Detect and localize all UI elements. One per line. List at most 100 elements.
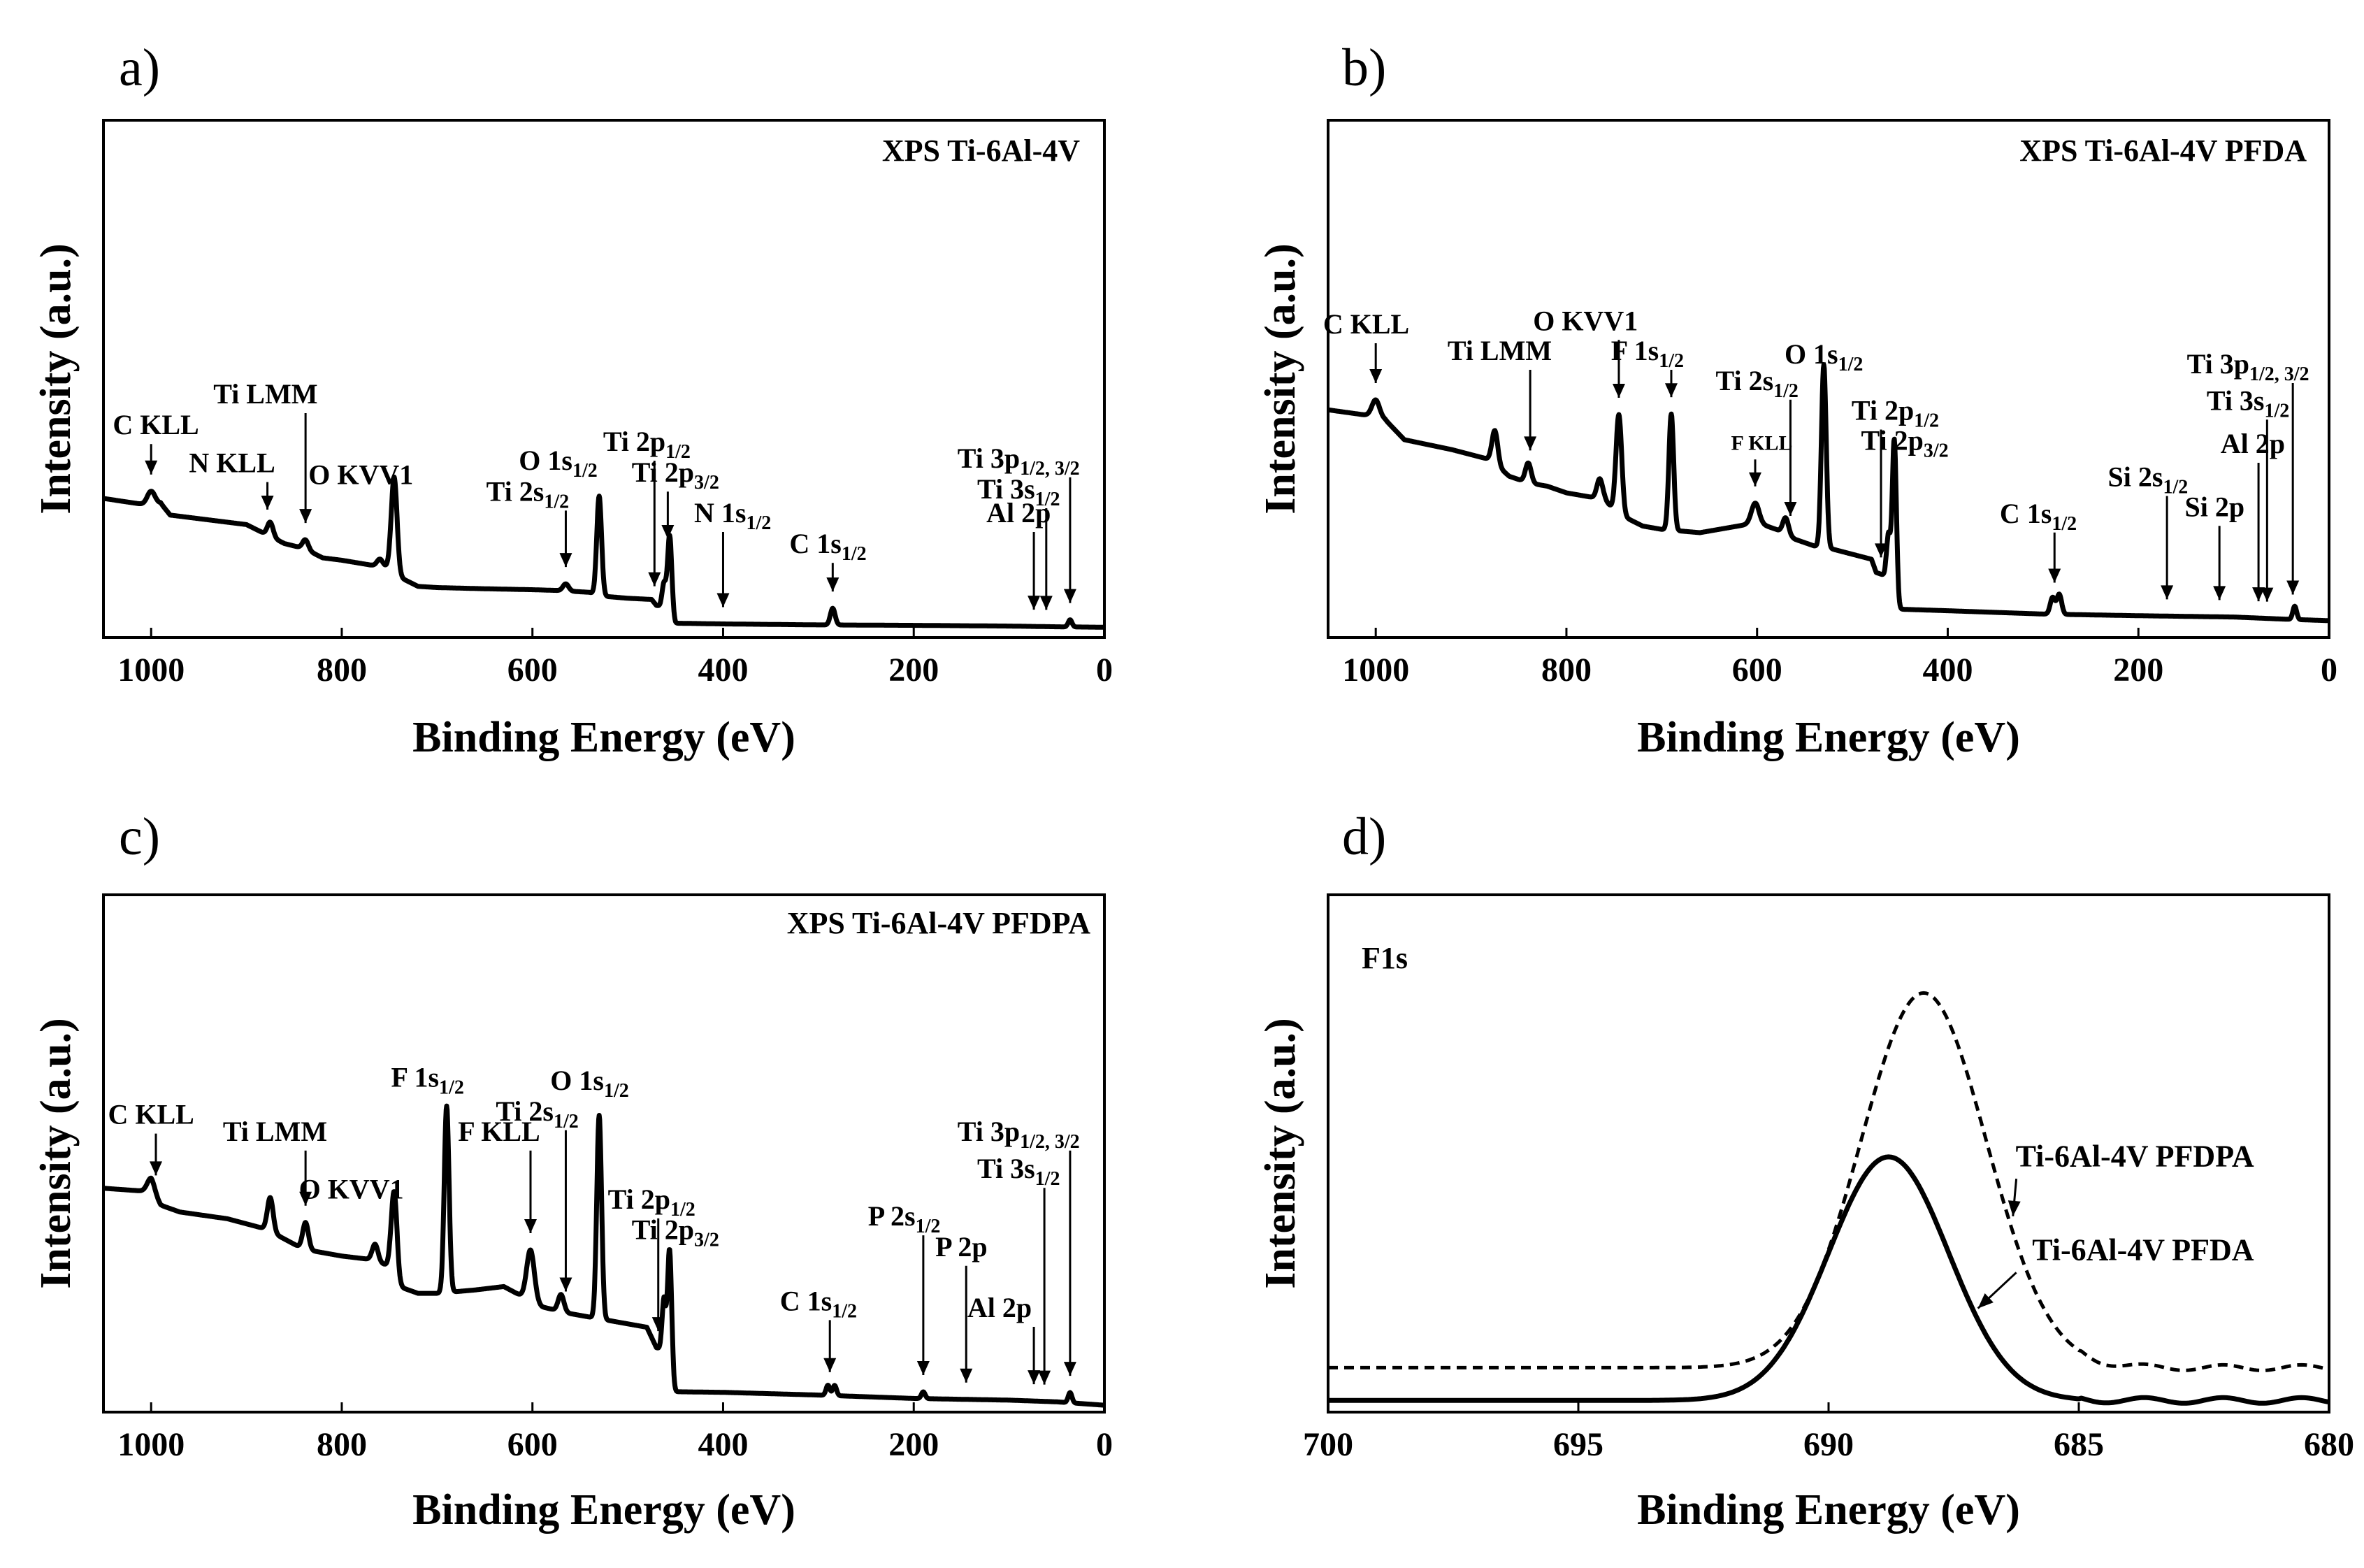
peak-label: C KLL xyxy=(1323,308,1409,340)
x-tick-label: 690 xyxy=(1803,1426,1854,1463)
peak-annotations-a: C KLL N KLL Ti LMM O KVV1 O 1s1/2Ti 2s1/2 Ti … xyxy=(113,378,1080,610)
panel-label-c: c) xyxy=(119,807,160,866)
peak-arrowhead xyxy=(299,1191,312,1206)
peak-label: Ti LMM xyxy=(1448,335,1552,366)
peak-arrowhead xyxy=(1784,502,1797,517)
peak-label: C 1s1/2 xyxy=(780,1285,857,1322)
x-tick-label: 400 xyxy=(698,1426,748,1463)
series-line-pfdpa xyxy=(1328,991,2330,1372)
x-ticks-c: 1000 800 600 400 200 0 xyxy=(117,1402,1113,1463)
x-tick-label: 200 xyxy=(888,652,939,689)
peak-label: Ti LMM xyxy=(213,378,317,410)
x-tick-label: 685 xyxy=(2054,1426,2104,1463)
x-tick-label: 0 xyxy=(1096,652,1113,689)
x-axis-label-c: Binding Energy (eV) xyxy=(412,1486,795,1534)
peak-label: Ti 2p1/2 xyxy=(608,1184,695,1221)
peak-arrowhead xyxy=(299,509,312,524)
x-tick-label: 1000 xyxy=(1342,652,1409,689)
peak-arrowhead xyxy=(648,572,661,587)
x-tick-label: 800 xyxy=(317,1426,367,1463)
peak-label: P 2p xyxy=(935,1231,987,1263)
y-axis-label-b: Intensity (a.u.) xyxy=(1257,243,1304,515)
panel-c-survey-pfdpa: c) XPS Ti-6Al-4V PFDPA Binding Energy (e… xyxy=(32,807,1113,1534)
panel-d-f1s-highres: d) F1s Binding Energy (eV) Intensity (a.… xyxy=(1257,807,2354,1534)
peak-arrowhead xyxy=(2213,586,2226,600)
peak-arrowhead xyxy=(524,1219,537,1234)
peak-label: Ti 3p1/2, 3/2 xyxy=(2187,348,2309,385)
peak-label: C KLL xyxy=(108,1099,194,1130)
x-tick-label: 400 xyxy=(1922,652,1973,689)
spectrum-line-a xyxy=(101,474,1107,630)
peak-arrowhead xyxy=(261,495,274,510)
plot-frame-c xyxy=(102,893,1106,1414)
series-label: Ti-6Al-4V PFDA xyxy=(2032,1232,2254,1267)
peak-label: Si 2s1/2 xyxy=(2108,461,2189,498)
spectrum-line-c xyxy=(101,1103,1107,1408)
y-axis-label-d: Intensity (a.u.) xyxy=(1257,1018,1304,1289)
x-ticks-a: 1000 800 600 400 200 0 xyxy=(117,628,1113,689)
peak-label: Ti 3s1/2 xyxy=(977,1153,1060,1190)
peak-arrowhead xyxy=(2048,568,2061,583)
peak-arrowhead xyxy=(2261,587,2274,602)
peak-arrowhead xyxy=(1875,543,1888,558)
peak-label: N 1s1/2 xyxy=(694,497,771,534)
x-ticks-d: 700 695 690 685 680 xyxy=(1303,1402,2354,1463)
peak-arrowhead xyxy=(1063,589,1076,603)
x-tick-label: 200 xyxy=(2113,652,2163,689)
peak-arrowhead xyxy=(2252,587,2265,602)
peak-label: P 2s1/2 xyxy=(868,1200,941,1237)
x-tick-label: 0 xyxy=(2321,652,2337,689)
plot-frame-b xyxy=(1327,119,2330,639)
peak-arrowhead xyxy=(1524,436,1537,451)
plot-title-b: XPS Ti-6Al-4V PFDA xyxy=(2019,134,2307,168)
peak-label: C 1s1/2 xyxy=(789,528,866,565)
peak-arrowhead xyxy=(2161,585,2174,600)
peak-label: Ti 2p1/2 xyxy=(1852,395,1939,432)
x-ticks-b: 1000 800 600 400 200 0 xyxy=(1342,628,2337,689)
panel-a-survey-ti6al4v: a) XPS Ti-6Al-4V Binding Energy (eV) Int… xyxy=(32,38,1113,761)
peak-label: F KLL xyxy=(1731,431,1792,454)
peak-arrowhead xyxy=(960,1368,973,1383)
peak-label: Ti 3s1/2 xyxy=(2207,384,2289,422)
peak-arrowhead xyxy=(2286,580,2300,595)
peak-arrowhead xyxy=(661,524,675,539)
peak-label: Ti 2p1/2 xyxy=(603,426,691,463)
peak-label: Ti 2s1/2 xyxy=(496,1095,578,1132)
peak-label: Ti 2s1/2 xyxy=(487,475,569,512)
peak-arrowhead xyxy=(1748,472,1761,487)
peak-arrowhead xyxy=(1039,596,1053,610)
x-tick-label: 400 xyxy=(698,652,748,689)
series-line-pfda xyxy=(1328,1154,2330,1406)
peak-arrowhead xyxy=(1369,369,1383,383)
peak-arrowhead xyxy=(150,1161,163,1176)
x-tick-label: 800 xyxy=(1541,652,1592,689)
peak-arrowhead xyxy=(651,1317,665,1332)
x-tick-label: 800 xyxy=(317,652,367,689)
peak-label: O 1s1/2 xyxy=(550,1065,628,1102)
peak-label: O 1s1/2 xyxy=(519,445,597,482)
panel-label-b: b) xyxy=(1342,38,1386,97)
x-tick-label: 600 xyxy=(507,1426,558,1463)
x-axis-label-d: Binding Energy (eV) xyxy=(1637,1486,2020,1534)
legend-annotations-d: Ti-6Al-4V PFDPA Ti-6Al-4V PFDA xyxy=(1977,1139,2254,1309)
peak-label: Ti 2p3/2 xyxy=(632,1214,719,1251)
peak-arrowhead xyxy=(1063,1362,1076,1376)
peak-label: N KLL xyxy=(189,447,275,479)
peak-label: Si 2p xyxy=(2185,491,2245,522)
peak-arrowhead xyxy=(559,1277,572,1292)
plot-title-a: XPS Ti-6Al-4V xyxy=(882,134,1080,168)
panel-label-d: d) xyxy=(1342,807,1386,866)
x-axis-label-b: Binding Energy (eV) xyxy=(1637,714,2020,761)
peak-label: O 1s1/2 xyxy=(1785,338,1863,375)
peak-arrowhead xyxy=(1028,596,1041,610)
peak-arrowhead xyxy=(559,553,572,568)
series-pointer-head xyxy=(1977,1293,1994,1309)
plot-frame-a xyxy=(102,119,1106,639)
plot-title-c: XPS Ti-6Al-4V PFDPA xyxy=(787,906,1091,940)
x-tick-label: 695 xyxy=(1553,1426,1603,1463)
peak-arrowhead xyxy=(716,593,730,607)
peak-label: F 1s1/2 xyxy=(391,1061,464,1098)
